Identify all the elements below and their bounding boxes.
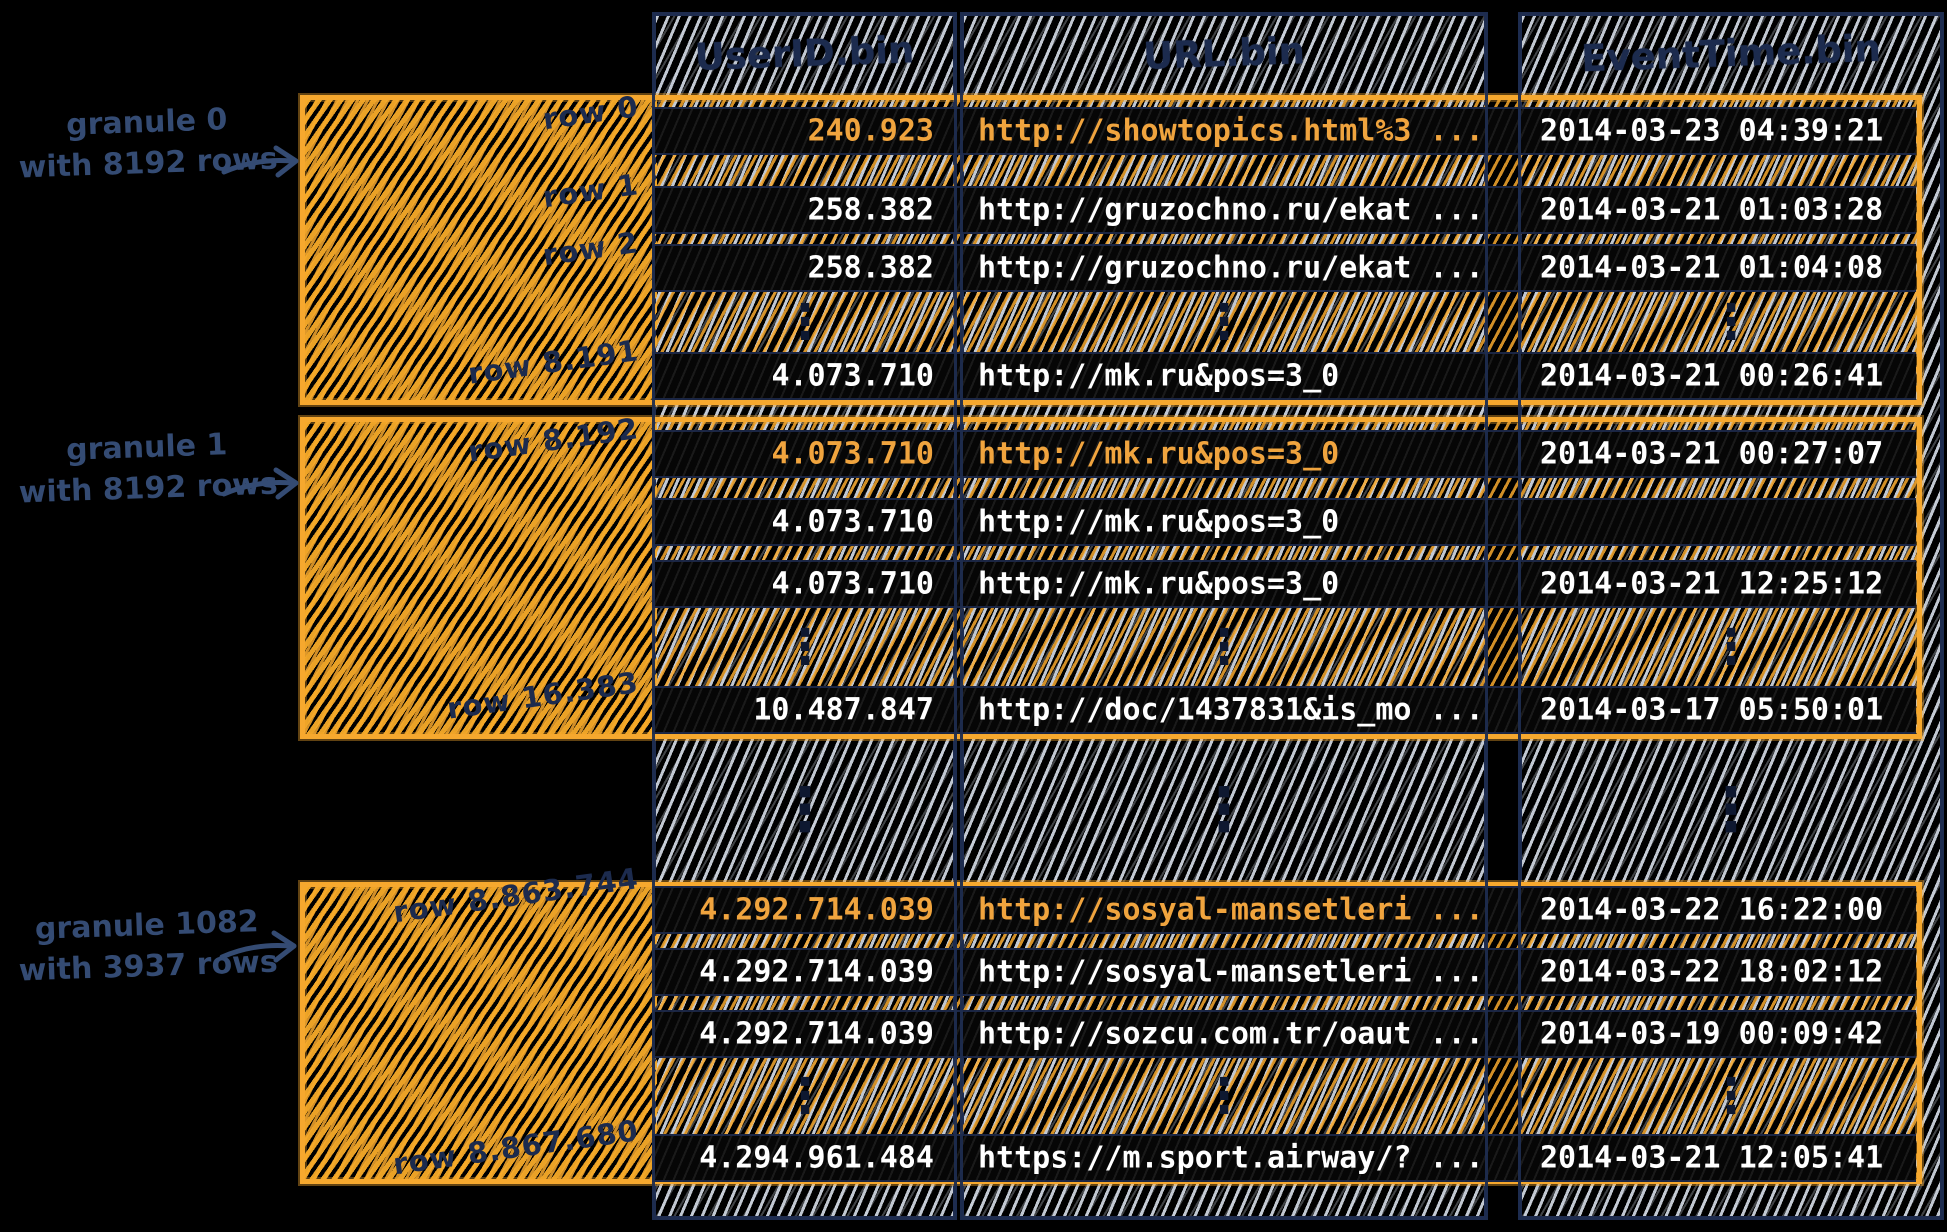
cell-userid: 4.073.710 (771, 504, 934, 540)
column-border-line (652, 12, 655, 1220)
cell-url: http://gruzochno.ru/ekat ... (978, 250, 1484, 286)
arrow-icon (221, 467, 299, 500)
ellipsis-dots: ⋮ (781, 619, 829, 675)
cell-userid: 4.073.710 (771, 566, 934, 602)
table-row-g0-r1: 258.382 http://gruzochno.ru/ekat ... 201… (652, 186, 1916, 234)
cell-url: http://gruzochno.ru/ekat ... (978, 192, 1484, 228)
cell-eventtime: 2014-03-21 12:05:41 (1540, 1140, 1884, 1176)
ellipsis-dots: ⋮ (1200, 1068, 1248, 1124)
table-row-g1-r8192: 4.073.710 http://mk.ru&pos=3_0 2014-03-2… (652, 430, 1916, 478)
table-row-g0-r8191: 4.073.710 http://mk.ru&pos=3_0 2014-03-2… (652, 352, 1916, 400)
cell-eventtime: 2014-03-19 00:09:42 (1540, 1016, 1884, 1052)
table-row-g1082-r8863744: 4.292.714.039 http://sosyal-mansetleri .… (652, 886, 1916, 934)
table-row-g1-r16383: 10.487.847 http://doc/1437831&is_mo ... … (652, 686, 1916, 734)
column-border-line (1941, 12, 1944, 1220)
cell-userid: 4.292.714.039 (699, 892, 934, 928)
table-row-g1-mid1: 4.073.710 http://mk.ru&pos=3_0 (652, 498, 1916, 546)
table-row-g1-mid2: 4.073.710 http://mk.ru&pos=3_0 2014-03-2… (652, 560, 1916, 608)
column-border-line (1485, 12, 1488, 1220)
ellipsis-dots: ⋮ (781, 1068, 829, 1124)
cell-url: http://sozcu.com.tr/oaut ... (978, 1016, 1484, 1052)
cell-userid: 4.292.714.039 (699, 1016, 934, 1052)
cell-eventtime: 2014-03-22 16:22:00 (1540, 892, 1884, 928)
table-row-g1082-mid1: 4.292.714.039 http://sosyal-mansetleri .… (652, 948, 1916, 996)
cell-url: http://doc/1437831&is_mo ... (978, 692, 1484, 728)
cell-eventtime: 2014-03-22 18:02:12 (1540, 954, 1884, 990)
cell-eventtime: 2014-03-23 04:39:21 (1540, 113, 1884, 149)
column-header-url: URL.bin (1142, 29, 1306, 78)
cell-userid: 258.382 (807, 192, 934, 228)
ellipsis-dots: ⋮ (1701, 775, 1761, 845)
cell-url: http://sosyal-mansetleri ... (978, 954, 1484, 990)
column-header-userid: UserID.bin (694, 28, 915, 79)
ellipsis-dots: ⋮ (1200, 619, 1248, 675)
cell-eventtime: 2014-03-21 01:04:08 (1540, 250, 1884, 286)
arrow-icon (219, 930, 297, 963)
column-border-line (1518, 12, 1521, 1220)
cell-userid: 258.382 (807, 250, 934, 286)
arrow-icon (221, 145, 299, 178)
cell-eventtime: 2014-03-17 05:50:01 (1540, 692, 1884, 728)
cell-userid: 4.073.710 (771, 436, 934, 472)
cell-userid: 4.292.714.039 (699, 954, 934, 990)
cell-eventtime: 2014-03-21 00:26:41 (1540, 358, 1884, 394)
cell-url: http://showtopics.html%3 ... (978, 113, 1484, 149)
ellipsis-dots: ⋮ (1194, 775, 1254, 845)
cell-eventtime: 2014-03-21 12:25:12 (1540, 566, 1884, 602)
ellipsis-dots: ⋮ (1200, 294, 1248, 350)
ellipsis-dots: ⋮ (781, 294, 829, 350)
table-row-g0-r0: 240.923 http://showtopics.html%3 ... 201… (652, 107, 1916, 155)
table-row-g0-r2: 258.382 http://gruzochno.ru/ekat ... 201… (652, 244, 1916, 292)
ellipsis-dots: ⋮ (1707, 619, 1755, 675)
ellipsis-dots: ⋮ (1707, 1068, 1755, 1124)
cell-url: http://mk.ru&pos=3_0 (978, 504, 1340, 540)
cell-url: http://mk.ru&pos=3_0 (978, 358, 1340, 394)
cell-eventtime: 2014-03-21 00:27:07 (1540, 436, 1884, 472)
cell-url: http://mk.ru&pos=3_0 (978, 566, 1340, 602)
cell-userid: 240.923 (807, 113, 934, 149)
cell-url: http://sosyal-mansetleri ... (978, 892, 1484, 928)
table-row-g1082-r8867680: 4.294.961.484 https://m.sport.airway/? .… (652, 1134, 1916, 1182)
column-header-eventtime: EventTime.bin (1580, 26, 1882, 81)
cell-url: http://mk.ru&pos=3_0 (978, 436, 1340, 472)
cell-userid: 4.073.710 (771, 358, 934, 394)
column-border-line (960, 12, 963, 1220)
cell-url: https://m.sport.airway/? ... (978, 1140, 1484, 1176)
cell-userid: 4.294.961.484 (699, 1140, 934, 1176)
ellipsis-dots: ⋮ (1707, 294, 1755, 350)
table-row-g1082-mid2: 4.292.714.039 http://sozcu.com.tr/oaut .… (652, 1010, 1916, 1058)
cell-eventtime: 2014-03-21 01:03:28 (1540, 192, 1884, 228)
ellipsis-dots: ⋮ (775, 775, 835, 845)
column-border-line (954, 12, 957, 1220)
cell-userid: 10.487.847 (753, 692, 934, 728)
